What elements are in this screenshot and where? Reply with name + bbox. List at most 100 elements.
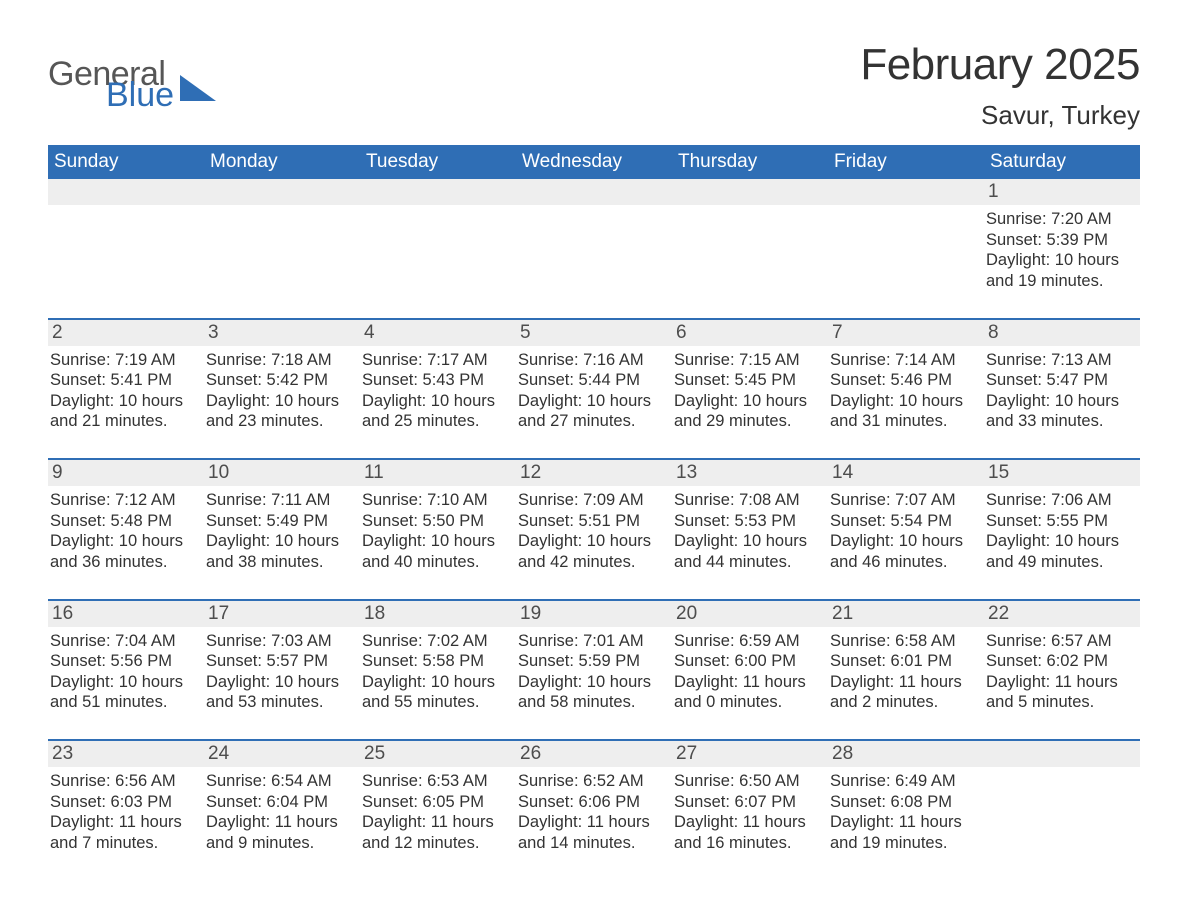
day-day1: Daylight: 10 hours <box>206 391 354 412</box>
day-sunset: Sunset: 6:03 PM <box>50 792 198 813</box>
day-sunset: Sunset: 5:44 PM <box>518 370 666 391</box>
day-cell <box>516 205 672 318</box>
day-cell: Sunrise: 7:04 AMSunset: 5:56 PMDaylight:… <box>48 627 204 740</box>
day-day2: and 9 minutes. <box>206 833 354 854</box>
week-daynum-row: 9101112131415 <box>48 458 1140 486</box>
day-number: 1 <box>984 179 1140 205</box>
day-sunrise: Sunrise: 7:06 AM <box>986 490 1134 511</box>
day-sunrise: Sunrise: 6:53 AM <box>362 771 510 792</box>
day-day2: and 5 minutes. <box>986 692 1134 713</box>
day-number <box>204 179 360 205</box>
day-day1: Daylight: 10 hours <box>518 672 666 693</box>
day-day1: Daylight: 11 hours <box>830 812 978 833</box>
day-cell: Sunrise: 6:57 AMSunset: 6:02 PMDaylight:… <box>984 627 1140 740</box>
day-number <box>672 179 828 205</box>
day-cell: Sunrise: 7:01 AMSunset: 5:59 PMDaylight:… <box>516 627 672 740</box>
day-sunrise: Sunrise: 7:20 AM <box>986 209 1134 230</box>
day-sunrise: Sunrise: 6:57 AM <box>986 631 1134 652</box>
day-number <box>516 179 672 205</box>
day-sunrise: Sunrise: 7:03 AM <box>206 631 354 652</box>
day-day1: Daylight: 11 hours <box>50 812 198 833</box>
day-sunset: Sunset: 5:57 PM <box>206 651 354 672</box>
day-day1: Daylight: 11 hours <box>362 812 510 833</box>
day-day2: and 40 minutes. <box>362 552 510 573</box>
day-sunrise: Sunrise: 7:09 AM <box>518 490 666 511</box>
day-number: 28 <box>828 741 984 767</box>
day-day1: Daylight: 10 hours <box>674 531 822 552</box>
day-sunset: Sunset: 6:08 PM <box>830 792 978 813</box>
logo-word-blue: Blue <box>106 81 174 110</box>
day-cell <box>672 205 828 318</box>
day-cell: Sunrise: 7:11 AMSunset: 5:49 PMDaylight:… <box>204 486 360 599</box>
day-sunrise: Sunrise: 7:04 AM <box>50 631 198 652</box>
day-number: 5 <box>516 320 672 346</box>
day-cell: Sunrise: 7:02 AMSunset: 5:58 PMDaylight:… <box>360 627 516 740</box>
day-number: 26 <box>516 741 672 767</box>
day-number: 16 <box>48 601 204 627</box>
day-sunrise: Sunrise: 7:13 AM <box>986 350 1134 371</box>
day-sunset: Sunset: 6:07 PM <box>674 792 822 813</box>
day-day2: and 0 minutes. <box>674 692 822 713</box>
day-day1: Daylight: 11 hours <box>830 672 978 693</box>
day-cell: Sunrise: 7:13 AMSunset: 5:47 PMDaylight:… <box>984 346 1140 459</box>
day-day2: and 49 minutes. <box>986 552 1134 573</box>
day-sunset: Sunset: 5:48 PM <box>50 511 198 532</box>
day-day2: and 53 minutes. <box>206 692 354 713</box>
day-day1: Daylight: 11 hours <box>674 672 822 693</box>
day-day2: and 33 minutes. <box>986 411 1134 432</box>
day-day1: Daylight: 10 hours <box>50 531 198 552</box>
day-day1: Daylight: 11 hours <box>206 812 354 833</box>
day-sunrise: Sunrise: 7:10 AM <box>362 490 510 511</box>
week-body-row: Sunrise: 6:56 AMSunset: 6:03 PMDaylight:… <box>48 767 1140 880</box>
day-day2: and 25 minutes. <box>362 411 510 432</box>
day-sunset: Sunset: 5:46 PM <box>830 370 978 391</box>
day-sunset: Sunset: 5:53 PM <box>674 511 822 532</box>
day-day1: Daylight: 10 hours <box>986 391 1134 412</box>
day-cell: Sunrise: 6:58 AMSunset: 6:01 PMDaylight:… <box>828 627 984 740</box>
day-number: 9 <box>48 460 204 486</box>
weekday-header: Friday <box>828 145 984 179</box>
day-day2: and 46 minutes. <box>830 552 978 573</box>
weekday-header: Saturday <box>984 145 1140 179</box>
day-sunrise: Sunrise: 7:08 AM <box>674 490 822 511</box>
weeks-container: 1Sunrise: 7:20 AMSunset: 5:39 PMDaylight… <box>48 179 1140 880</box>
day-number: 6 <box>672 320 828 346</box>
day-sunset: Sunset: 5:54 PM <box>830 511 978 532</box>
day-sunrise: Sunrise: 7:07 AM <box>830 490 978 511</box>
day-number <box>984 741 1140 767</box>
day-day2: and 55 minutes. <box>362 692 510 713</box>
day-number: 20 <box>672 601 828 627</box>
day-number: 11 <box>360 460 516 486</box>
day-sunset: Sunset: 6:06 PM <box>518 792 666 813</box>
day-day1: Daylight: 10 hours <box>830 391 978 412</box>
week-daynum-row: 232425262728 <box>48 739 1140 767</box>
day-cell: Sunrise: 7:06 AMSunset: 5:55 PMDaylight:… <box>984 486 1140 599</box>
day-cell: Sunrise: 7:19 AMSunset: 5:41 PMDaylight:… <box>48 346 204 459</box>
day-number: 19 <box>516 601 672 627</box>
day-sunset: Sunset: 5:51 PM <box>518 511 666 532</box>
day-sunrise: Sunrise: 6:58 AM <box>830 631 978 652</box>
day-cell: Sunrise: 6:53 AMSunset: 6:05 PMDaylight:… <box>360 767 516 880</box>
day-cell <box>204 205 360 318</box>
day-cell: Sunrise: 6:56 AMSunset: 6:03 PMDaylight:… <box>48 767 204 880</box>
day-sunrise: Sunrise: 7:14 AM <box>830 350 978 371</box>
day-day1: Daylight: 10 hours <box>206 672 354 693</box>
day-day1: Daylight: 10 hours <box>362 391 510 412</box>
day-sunset: Sunset: 5:45 PM <box>674 370 822 391</box>
week-daynum-row: 16171819202122 <box>48 599 1140 627</box>
day-day1: Daylight: 10 hours <box>362 672 510 693</box>
day-day2: and 7 minutes. <box>50 833 198 854</box>
location-label: Savur, Turkey <box>860 100 1140 131</box>
day-number: 8 <box>984 320 1140 346</box>
day-day2: and 42 minutes. <box>518 552 666 573</box>
day-number <box>48 179 204 205</box>
day-day1: Daylight: 10 hours <box>206 531 354 552</box>
day-day2: and 51 minutes. <box>50 692 198 713</box>
day-sunset: Sunset: 6:05 PM <box>362 792 510 813</box>
day-day2: and 16 minutes. <box>674 833 822 854</box>
day-day2: and 31 minutes. <box>830 411 978 432</box>
day-day1: Daylight: 10 hours <box>50 672 198 693</box>
day-sunset: Sunset: 5:42 PM <box>206 370 354 391</box>
weekday-header: Tuesday <box>360 145 516 179</box>
day-number <box>360 179 516 205</box>
